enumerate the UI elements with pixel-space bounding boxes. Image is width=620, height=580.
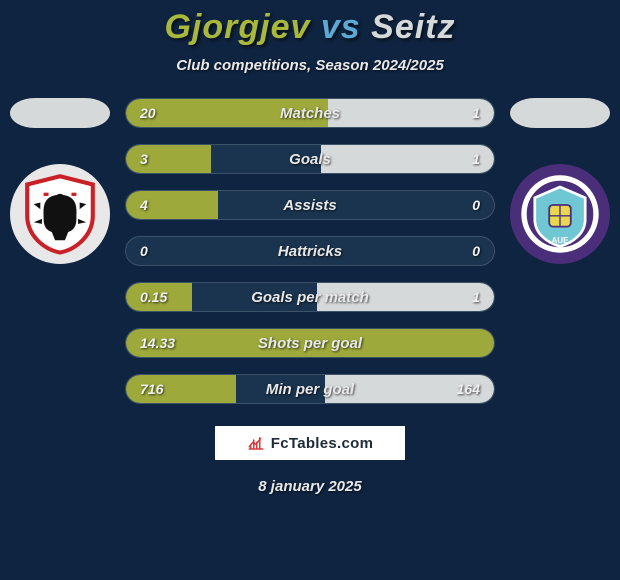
- stat-row: Hattricks0 0: [125, 236, 495, 266]
- stat-value-right: 0: [472, 191, 480, 219]
- bar-fill-right: [325, 375, 494, 403]
- bar-fill-right: [321, 145, 494, 173]
- bar-chart-icon: [247, 434, 265, 452]
- bar-fill-right: [317, 283, 494, 311]
- stat-row: Shots per goal14.33: [125, 328, 495, 358]
- club-crest-icon: AUE: [515, 169, 605, 259]
- bar-fill-left: [126, 375, 236, 403]
- bar-fill-left: [126, 99, 328, 127]
- stat-row: Goals31: [125, 144, 495, 174]
- side-left: [10, 98, 110, 264]
- title-player2: Seitz: [371, 8, 455, 46]
- flag-icon: [10, 98, 110, 128]
- subtitle: Club competitions, Season 2024/2025: [0, 57, 620, 74]
- stat-value-left: 0: [140, 237, 148, 265]
- bar-fill-left: [126, 329, 494, 357]
- brand-text: FcTables.com: [271, 435, 374, 452]
- bar-fill-left: [126, 145, 211, 173]
- bar-fill-right: [328, 99, 494, 127]
- side-right: AUE: [510, 98, 610, 264]
- bar-fill-left: [126, 191, 218, 219]
- stat-label: Hattricks: [126, 237, 494, 265]
- club-badge-left: [10, 164, 110, 264]
- stat-row: Assists40: [125, 190, 495, 220]
- footer: FcTables.com 8 january 2025: [0, 426, 620, 495]
- title-vs: vs: [321, 8, 361, 46]
- club-badge-right: AUE: [510, 164, 610, 264]
- stat-value-right: 0: [472, 237, 480, 265]
- bar-fill-left: [126, 283, 192, 311]
- main-panel: Matches201Goals31Assists40Hattricks00Goa…: [0, 98, 620, 404]
- stat-row: Matches201: [125, 98, 495, 128]
- page-title: Gjorgjev vs Seitz: [0, 0, 620, 47]
- svg-text:AUE: AUE: [551, 236, 569, 245]
- title-player1: Gjorgjev: [164, 8, 310, 46]
- date-text: 8 january 2025: [258, 478, 361, 495]
- stat-row: Min per goal716164: [125, 374, 495, 404]
- shield-icon: [19, 173, 101, 255]
- stat-row: Goals per match0.151: [125, 282, 495, 312]
- brand-logo: FcTables.com: [215, 426, 405, 460]
- flag-icon: [510, 98, 610, 128]
- stat-rows: Matches201Goals31Assists40Hattricks00Goa…: [125, 98, 495, 404]
